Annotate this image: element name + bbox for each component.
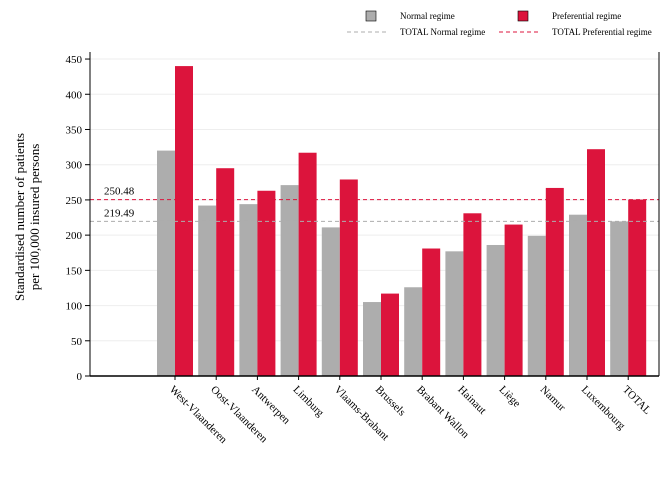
bar-normal xyxy=(321,227,340,376)
y-axis-label: Standardised number of patients per 100,0… xyxy=(12,133,42,301)
bar-normal xyxy=(280,185,299,376)
bar-normal xyxy=(569,214,587,376)
bar-normal xyxy=(239,204,258,376)
x-tick-label: Antwerpen xyxy=(249,384,292,427)
y-axis: 0 50 100 150 200 250 300 350 400 450 xyxy=(66,54,90,383)
legend: Normal regime Preferential regime TOTAL No… xyxy=(347,10,652,37)
bar-preferential xyxy=(298,152,317,376)
y-tick-label: 0 xyxy=(77,371,83,383)
bar-normal xyxy=(445,251,464,376)
y-axis-label-line-2: per 100,000 insured persons xyxy=(27,144,42,291)
bar-normal xyxy=(157,150,175,376)
y-tick-label: 300 xyxy=(66,160,83,172)
legend-label-2: Preferential regime xyxy=(552,11,621,21)
y-tick-label: 350 xyxy=(66,124,83,136)
bar-preferential xyxy=(422,248,441,376)
y-tick-label: 50 xyxy=(71,336,83,348)
bar-normal xyxy=(198,205,217,376)
bar-normal xyxy=(363,302,381,376)
bar-normal xyxy=(527,235,546,376)
x-tick-label: Brussels xyxy=(373,384,408,419)
bar-preferential xyxy=(628,199,647,376)
bars xyxy=(157,66,647,376)
legend-line-label-2: TOTAL Preferential regime xyxy=(552,27,652,37)
reference-line-label: 219.49 xyxy=(104,207,135,219)
y-tick-label: 250 xyxy=(66,195,83,207)
bar-preferential xyxy=(545,187,564,376)
bar-preferential xyxy=(339,179,358,376)
y-tick-label: 150 xyxy=(66,265,83,277)
legend-swatch-2 xyxy=(517,10,529,22)
x-tick-label: TOTAL xyxy=(620,384,653,417)
y-tick-label: 450 xyxy=(66,54,83,66)
reference-line-label: 250.48 xyxy=(104,186,135,198)
x-axis: West-VlaanderenOost-VlaanderenAntwerpenL… xyxy=(167,376,653,446)
bar-preferential xyxy=(381,293,399,376)
y-axis-label-line-1: Standardised number of patients xyxy=(12,133,27,301)
bar-preferential xyxy=(587,149,605,376)
bar-preferential xyxy=(257,190,276,376)
bar-normal xyxy=(610,221,629,376)
bar-normal xyxy=(404,287,423,376)
legend-line-label-1: TOTAL Normal regime xyxy=(400,27,485,37)
bar-preferential xyxy=(504,224,523,376)
x-tick-label: Liège xyxy=(496,384,522,410)
y-tick-label: 100 xyxy=(66,301,83,313)
y-tick-label: 400 xyxy=(66,89,83,101)
x-tick-label: Namur xyxy=(538,384,568,414)
bar-normal xyxy=(486,244,505,376)
x-tick-label: Limburg xyxy=(290,384,326,420)
x-tick-label: Hainaut xyxy=(455,384,488,417)
plot-frame xyxy=(89,52,660,377)
bar-preferential xyxy=(216,168,235,376)
y-tick-label: 200 xyxy=(66,230,83,242)
legend-label-1: Normal regime xyxy=(400,11,455,21)
legend-swatch-1 xyxy=(365,10,377,22)
bar-preferential xyxy=(463,213,482,376)
reference-lines: 219.49 250.48 xyxy=(90,186,659,222)
